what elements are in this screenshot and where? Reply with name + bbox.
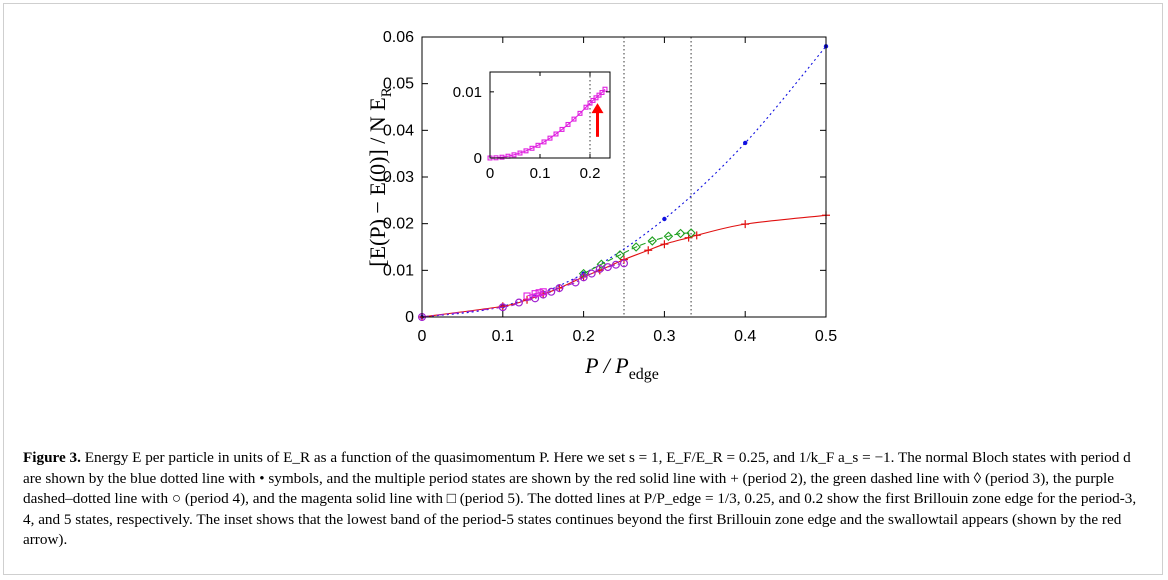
series-magenta-solid-square xyxy=(487,86,608,161)
x-tick-label: 0.2 xyxy=(572,328,594,345)
data-point xyxy=(514,298,523,307)
x-tick-label: 0.4 xyxy=(734,328,756,345)
x-tick-label: 0 xyxy=(418,328,427,345)
data-point xyxy=(587,100,593,106)
data-point xyxy=(571,278,580,287)
data-point xyxy=(553,131,559,137)
data-point xyxy=(547,135,553,141)
x-tick-label: 0.2 xyxy=(580,165,601,182)
swallowtail-arrow-head xyxy=(591,103,604,114)
x-tick-label: 0.3 xyxy=(653,328,675,345)
x-tick-label: 0.1 xyxy=(492,328,514,345)
data-point xyxy=(555,284,564,293)
data-point xyxy=(631,242,641,252)
data-point xyxy=(593,95,599,101)
y-tick-label: 0.01 xyxy=(383,262,414,279)
data-point xyxy=(559,126,565,132)
data-point xyxy=(531,290,539,298)
data-point xyxy=(619,259,628,268)
data-point xyxy=(595,264,604,273)
data-point xyxy=(662,216,667,222)
data-point xyxy=(571,116,577,122)
data-point xyxy=(523,148,529,154)
series-line xyxy=(583,232,692,275)
caption-label: Figure 3. xyxy=(23,449,81,466)
series-magenta-solid-square xyxy=(523,288,547,300)
data-point xyxy=(531,294,540,303)
y-tick-label: 0.04 xyxy=(383,122,414,139)
y-tick-label: 0 xyxy=(405,309,414,326)
x-tick-label: 0.1 xyxy=(530,165,551,182)
caption-text: Energy E per particle in units of E_R as… xyxy=(23,449,1137,548)
data-point xyxy=(602,86,608,92)
data-point xyxy=(599,90,605,96)
data-point xyxy=(686,228,696,238)
data-point xyxy=(547,287,556,296)
data-point xyxy=(511,152,517,158)
series-line xyxy=(421,45,827,318)
data-point xyxy=(743,140,748,146)
data-point xyxy=(647,236,658,246)
data-point xyxy=(741,220,750,229)
data-point xyxy=(529,145,535,151)
x-axis-label: P / Pedge xyxy=(584,353,659,383)
data-point xyxy=(565,121,571,127)
y-tick-label: 0.02 xyxy=(383,216,414,233)
data-point xyxy=(583,104,589,110)
inset-background xyxy=(490,72,610,158)
data-point xyxy=(660,240,669,249)
data-point xyxy=(517,150,523,156)
series-line xyxy=(526,291,544,297)
y-axis-label: [E(P) − E(0)] / N ER xyxy=(365,87,395,266)
main-chart: 0 0.1 0.2 0.3 0.4 0.5 0 0.01 0.02 0.03 0.04 0.05 0.0… xyxy=(365,29,837,383)
data-point xyxy=(499,154,505,160)
data-point xyxy=(587,269,596,278)
data-point xyxy=(498,303,507,312)
y-tick-label: 0.03 xyxy=(383,169,414,186)
data-point xyxy=(523,292,531,300)
data-point xyxy=(541,139,547,145)
data-point xyxy=(596,259,607,270)
data-point xyxy=(539,288,547,296)
data-point xyxy=(611,260,620,269)
series-purple-dashdot-circle xyxy=(418,259,628,322)
data-point xyxy=(663,231,674,242)
x-tick-label: 0 xyxy=(486,165,494,182)
figure-caption: Figure 3. Energy E per particle in units… xyxy=(23,448,1143,551)
data-point xyxy=(590,97,596,103)
data-point xyxy=(644,246,653,255)
data-point xyxy=(603,263,612,272)
data-point xyxy=(577,110,583,116)
data-point xyxy=(579,273,588,282)
data-point xyxy=(615,250,625,260)
data-point xyxy=(596,92,602,98)
y-tick-label: 0.01 xyxy=(453,84,482,101)
data-point xyxy=(535,289,543,297)
y-tick-label: 0 xyxy=(474,150,482,167)
axes-frame xyxy=(489,71,611,159)
data-point xyxy=(692,231,701,240)
data-point xyxy=(675,228,686,239)
y-tick-label: 0.06 xyxy=(383,29,414,46)
x-tick-label: 0.5 xyxy=(815,328,837,345)
data-point xyxy=(535,142,541,148)
y-tick-label: 0.05 xyxy=(383,76,414,93)
